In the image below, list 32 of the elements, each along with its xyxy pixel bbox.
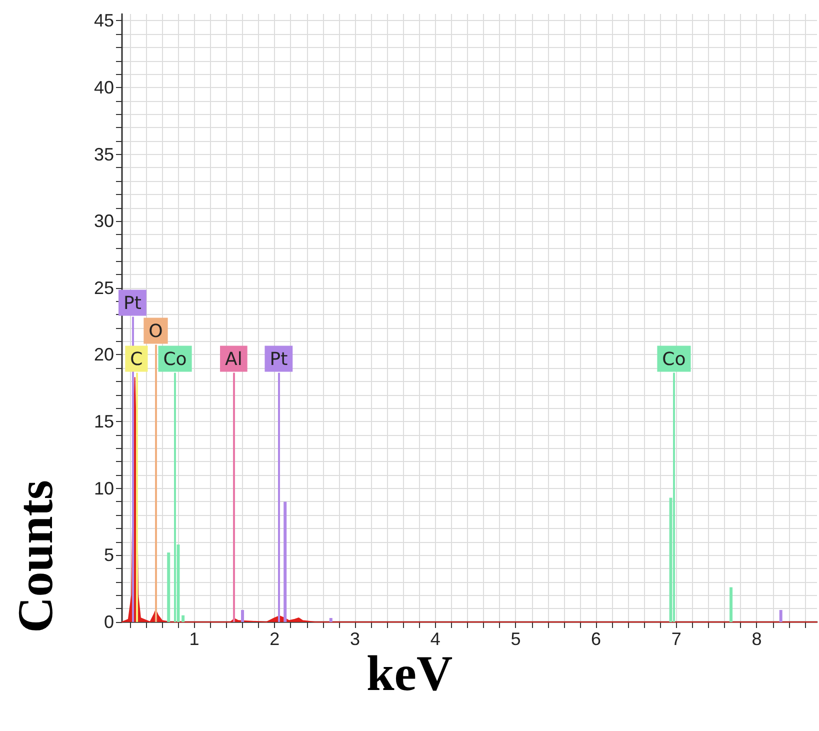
x-tick-label: 1 <box>189 629 200 649</box>
y-tick-label: 40 <box>94 77 114 98</box>
x-tick-label: 5 <box>510 629 521 649</box>
ref-line-label: O <box>148 321 163 342</box>
x-tick-label: 7 <box>671 629 682 649</box>
bar <box>730 587 733 622</box>
bar <box>241 610 244 622</box>
ref-line-label: Pt <box>270 349 288 370</box>
y-axis-title: Counts <box>7 480 63 633</box>
ref-line-label: Co <box>662 349 686 370</box>
ref-line-label: Co <box>163 349 187 370</box>
y-tick-label: 5 <box>104 545 114 566</box>
y-tick-label: 15 <box>94 412 114 432</box>
y-tick-label: 20 <box>94 344 114 365</box>
y-tick-label: 25 <box>94 278 114 298</box>
y-tick-label: 0 <box>104 612 114 632</box>
y-tick-label: 35 <box>94 144 114 164</box>
bar <box>167 552 170 622</box>
x-tick-label: 8 <box>752 629 762 649</box>
bar <box>182 615 185 622</box>
y-tick-label: 30 <box>94 211 114 232</box>
bar <box>779 610 782 622</box>
ref-line-label: Al <box>225 349 242 370</box>
y-tick-label: 45 <box>94 10 114 31</box>
y-tick-label: 10 <box>94 478 114 498</box>
x-tick-label: 2 <box>270 629 280 649</box>
ref-line-label: C <box>130 349 143 370</box>
bar <box>284 502 287 622</box>
bar <box>329 618 332 622</box>
x-tick-label: 6 <box>591 629 602 649</box>
ref-line-label: Pt <box>123 293 142 314</box>
x-tick-label: 3 <box>350 629 360 649</box>
